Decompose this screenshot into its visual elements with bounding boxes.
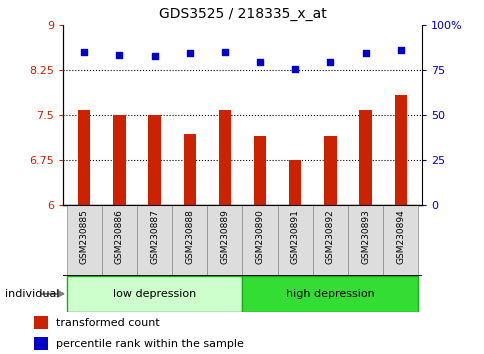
Bar bbox=[102, 205, 136, 276]
Text: GSM230891: GSM230891 bbox=[290, 209, 299, 264]
Text: GSM230887: GSM230887 bbox=[150, 209, 159, 264]
Bar bbox=[172, 205, 207, 276]
Point bbox=[361, 50, 369, 56]
Bar bbox=[34, 337, 48, 350]
Bar bbox=[34, 316, 48, 329]
Text: GSM230888: GSM230888 bbox=[185, 209, 194, 264]
Bar bbox=[277, 205, 312, 276]
Bar bbox=[136, 205, 172, 276]
Bar bbox=[254, 136, 266, 205]
Text: GSM230885: GSM230885 bbox=[79, 209, 89, 264]
Title: GDS3525 / 218335_x_at: GDS3525 / 218335_x_at bbox=[158, 7, 326, 21]
Bar bbox=[382, 205, 418, 276]
Bar bbox=[312, 205, 348, 276]
Text: individual: individual bbox=[5, 289, 59, 299]
Text: percentile rank within the sample: percentile rank within the sample bbox=[56, 339, 243, 349]
Point bbox=[291, 66, 299, 72]
Bar bbox=[148, 115, 160, 205]
Text: GSM230889: GSM230889 bbox=[220, 209, 229, 264]
Text: GSM230886: GSM230886 bbox=[115, 209, 123, 264]
Bar bbox=[218, 110, 230, 205]
Point bbox=[151, 53, 158, 59]
Text: GSM230894: GSM230894 bbox=[395, 209, 405, 264]
Bar bbox=[183, 134, 196, 205]
Point bbox=[80, 49, 88, 55]
Bar bbox=[394, 95, 406, 205]
Bar bbox=[78, 110, 90, 205]
Bar bbox=[113, 115, 125, 205]
Bar bbox=[66, 276, 242, 312]
Bar bbox=[66, 205, 102, 276]
Bar bbox=[288, 160, 301, 205]
Point bbox=[396, 47, 404, 53]
Bar bbox=[242, 276, 418, 312]
Bar bbox=[359, 110, 371, 205]
Bar bbox=[207, 205, 242, 276]
Bar bbox=[348, 205, 382, 276]
Point bbox=[256, 59, 263, 65]
Point bbox=[326, 59, 333, 65]
Bar bbox=[242, 205, 277, 276]
Point bbox=[221, 49, 228, 55]
Text: GSM230890: GSM230890 bbox=[255, 209, 264, 264]
Point bbox=[185, 50, 193, 56]
Text: GSM230893: GSM230893 bbox=[361, 209, 369, 264]
Text: high depression: high depression bbox=[286, 289, 374, 299]
Point bbox=[115, 52, 123, 58]
Text: low depression: low depression bbox=[113, 289, 196, 299]
Text: transformed count: transformed count bbox=[56, 318, 159, 328]
Bar bbox=[324, 136, 336, 205]
Text: GSM230892: GSM230892 bbox=[325, 209, 334, 264]
